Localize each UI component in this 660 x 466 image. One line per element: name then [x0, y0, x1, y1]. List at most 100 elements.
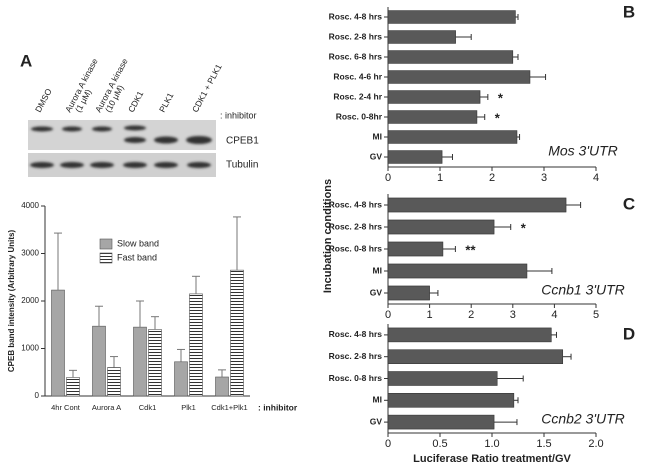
- panel-label: Mos 3'UTR: [548, 143, 618, 159]
- x-tick-label: 1.0: [484, 438, 499, 450]
- y-tick-label: Rosc. 4-8 hrs: [329, 329, 383, 339]
- bar: [189, 293, 203, 397]
- bar: [66, 377, 80, 397]
- y-tick-label: 0: [35, 391, 40, 400]
- bar: [387, 90, 481, 104]
- x-tick-label: 2.0: [588, 438, 603, 450]
- blot-row-label: CPEB1: [226, 136, 259, 147]
- y-axis-label: CPEB band intensity (Arbitrary Units): [7, 230, 16, 373]
- y-tick-label: Rosc. 4-6 hr: [333, 71, 382, 81]
- x-tick-label: 1: [437, 172, 443, 184]
- panel-label: Ccnb1 3'UTR: [541, 282, 625, 298]
- blot: [28, 120, 216, 177]
- y-tick-label: 4000: [21, 201, 39, 210]
- lane-label: CDK1 + PLK1: [190, 62, 224, 114]
- bar: [148, 329, 162, 397]
- y-tick-label: Rosc. 0-8hr: [336, 111, 383, 121]
- bar: [387, 70, 531, 84]
- y-tick-label: MI: [373, 395, 382, 405]
- bar: [387, 197, 567, 213]
- bar: [387, 393, 515, 408]
- x-tick-label: 2: [468, 309, 474, 321]
- bar: [387, 50, 514, 64]
- y-tick-label: Rosc. 0-8 hrs: [329, 373, 383, 383]
- y-tick-label: 2000: [21, 296, 39, 305]
- x-tick-label: 3: [541, 172, 547, 184]
- x-tick-label: 3: [510, 309, 516, 321]
- lane-label: PLK1: [157, 91, 176, 114]
- y-tick-label: 1000: [21, 344, 39, 353]
- legend-label: Slow band: [117, 238, 159, 248]
- x-tick-label: 4hr Cont: [51, 403, 81, 412]
- x-tick-label: Plk1: [181, 403, 196, 412]
- x-tick-label: 4: [551, 309, 557, 321]
- bar: [133, 326, 147, 397]
- x-tick-label: 4: [593, 172, 599, 184]
- inhibitor-label: : inhibitor: [220, 110, 257, 120]
- x-tick-label: Aurora A: [92, 403, 121, 412]
- y-tick-label: GV: [370, 287, 383, 297]
- panel-letter: A: [20, 51, 32, 70]
- x-tick-label: 1.5: [536, 438, 551, 450]
- bar: [387, 150, 443, 164]
- bar: [387, 285, 430, 301]
- y-axis-label: Incubation conditions: [322, 179, 334, 293]
- bar: [387, 110, 478, 124]
- bar: [174, 361, 188, 397]
- x-tick-label: 0: [385, 309, 391, 321]
- bar: [387, 219, 495, 235]
- bar: [215, 376, 229, 397]
- legend-swatch: [99, 238, 113, 250]
- legend-label: Fast band: [117, 252, 157, 262]
- bar: [387, 327, 552, 343]
- y-tick-label: MI: [373, 265, 382, 275]
- significance: *: [495, 110, 501, 125]
- x-axis-label: Luciferase Ratio treatment/GV: [413, 453, 571, 465]
- x-tick-label: 1: [427, 309, 433, 321]
- bar: [387, 10, 516, 24]
- y-tick-label: GV: [370, 151, 383, 161]
- blot-strip: [28, 120, 216, 150]
- panel-letter: C: [623, 194, 635, 213]
- panel-letter: B: [623, 2, 635, 21]
- y-tick-label: Rosc. 0-8 hrs: [329, 243, 383, 253]
- x-axis-label: : inhibitor: [258, 402, 298, 412]
- x-tick-label: 5: [593, 309, 599, 321]
- panel-label: Ccnb2 3'UTR: [541, 411, 625, 427]
- y-tick-label: Rosc. 2-8 hrs: [329, 221, 383, 231]
- y-tick-label: 3000: [21, 249, 39, 258]
- bar: [387, 30, 456, 44]
- blot-strip: [28, 153, 216, 177]
- x-tick-label: 2: [489, 172, 495, 184]
- y-tick-label: Rosc. 2-4 hr: [333, 91, 382, 101]
- x-tick-label: 0: [385, 438, 391, 450]
- bar: [387, 349, 564, 364]
- x-tick-label: 0.5: [432, 438, 447, 450]
- lane-label: CDK1: [126, 89, 146, 114]
- significance: *: [498, 90, 504, 105]
- bar: [387, 414, 495, 430]
- y-tick-label: Rosc. 2-8 hrs: [329, 351, 383, 361]
- bar: [230, 269, 244, 397]
- legend-swatch: [99, 252, 113, 264]
- bar: [92, 325, 106, 397]
- bar: [387, 241, 444, 257]
- y-tick-label: Rosc. 4-8 hrs: [329, 199, 383, 209]
- bar: [387, 130, 518, 144]
- significance: *: [521, 220, 527, 235]
- bar: [387, 371, 498, 386]
- bar: [387, 263, 528, 279]
- bar: [107, 367, 121, 397]
- panel-letter: D: [623, 324, 635, 343]
- bar: [51, 289, 65, 397]
- x-tick-label: Cdk1: [139, 403, 157, 412]
- y-tick-label: GV: [370, 416, 383, 426]
- x-tick-label: Cdk1+Plk1: [211, 403, 247, 412]
- significance: **: [465, 242, 476, 257]
- x-tick-label: 0: [385, 172, 391, 184]
- blot-row-label: Tubulin: [226, 160, 258, 171]
- y-tick-label: MI: [373, 131, 382, 141]
- y-tick-label: Rosc. 4-8 hrs: [329, 11, 383, 21]
